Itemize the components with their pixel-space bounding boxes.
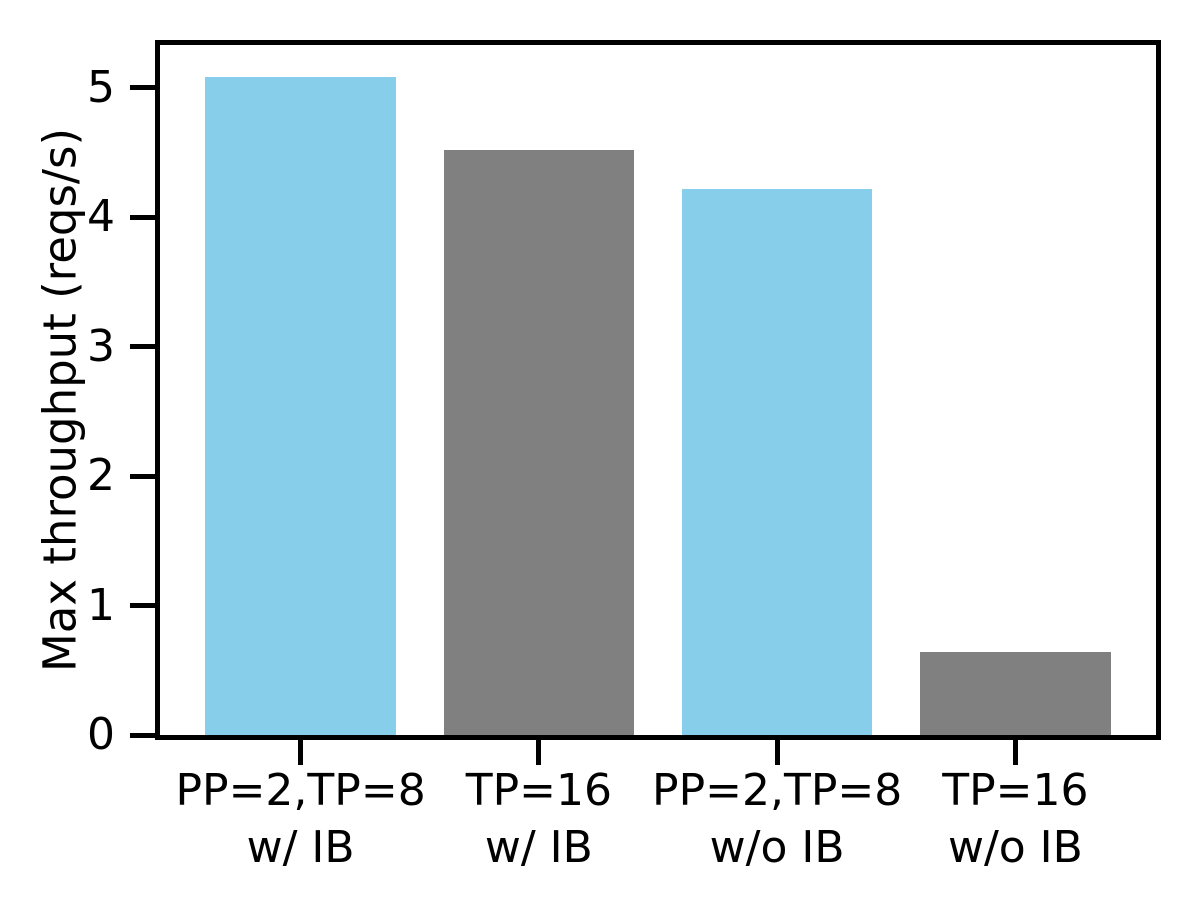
y-tick-label: 0 [87,709,115,760]
y-tick [130,732,155,738]
y-tick-label: 1 [87,579,115,631]
x-tick-label-line: TP=16 [942,765,1089,816]
x-tick-label-line: w/ IB [246,822,355,873]
x-tick-label-line: PP=2,TP=8 [175,765,426,816]
y-tick-label: 5 [87,61,115,113]
bar-2 [681,188,873,735]
x-tick [1012,740,1018,765]
y-tick [130,85,155,91]
bar-3 [920,652,1111,735]
y-tick [130,603,155,609]
x-tick [774,740,780,765]
x-tick-label: TP=16 w/ IB [379,762,699,876]
x-tick-label-line: TP=16 [465,765,612,816]
plot-area: 0 1 2 3 4 5 PP=2,TP=8 w/ IB TP=16 w/ IB PP=2,TP=8 w… [87,40,1161,873]
x-tick-label-line: w/o IB [947,822,1083,873]
y-tick [130,214,155,220]
y-tick-label: 4 [87,191,115,243]
x-tick-label: PP=2,TP=8 w/o IB [617,762,937,876]
x-tick [298,740,304,765]
x-tick-label-line: w/o IB [709,822,845,873]
x-tick-label: PP=2,TP=8 w/ IB [141,762,461,876]
y-tick [130,473,155,479]
x-tick-label-line: PP=2,TP=8 [652,765,903,816]
x-tick-label-line: w/ IB [484,822,593,873]
x-tick [536,740,542,765]
y-tick-label: 2 [87,450,115,502]
y-tick [130,344,155,350]
bar-0 [205,77,396,735]
x-tick-label: TP=16 w/o IB [855,762,1175,876]
bar-1 [443,149,635,735]
y-tick-label: 3 [87,320,115,372]
